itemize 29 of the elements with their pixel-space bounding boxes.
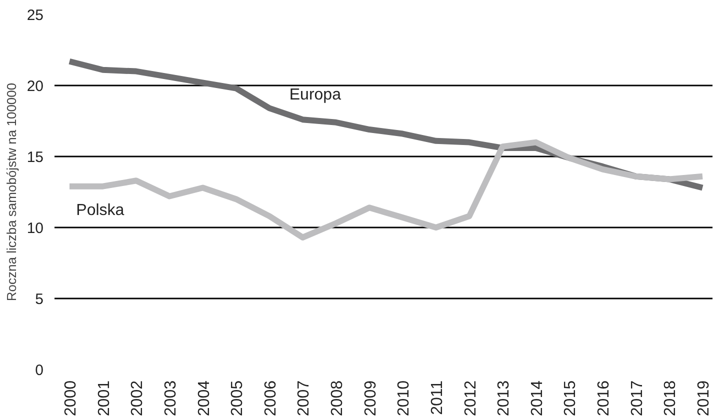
x-tick-label: 2003 (162, 380, 180, 416)
series-label: Europa (289, 86, 342, 104)
x-tick-label: 2000 (62, 380, 80, 416)
y-tick-label: 20 (26, 78, 44, 95)
x-tick-label: 2012 (462, 380, 480, 416)
x-tick-label: 2015 (562, 380, 580, 416)
x-tick-label: 2013 (496, 380, 513, 416)
x-tick-label: 2002 (129, 380, 146, 416)
y-axis-title: Roczna liczba samobójstw na 100000 (4, 82, 19, 302)
x-tick-label: 2001 (96, 380, 113, 416)
x-tick-label: 2006 (262, 380, 280, 416)
x-tick-label: 2004 (196, 380, 213, 416)
y-tick-label: 10 (26, 220, 44, 237)
x-tick-label: 2014 (528, 380, 546, 416)
y-tick-label: 0 (35, 362, 44, 379)
y-tick-label: 15 (26, 149, 44, 166)
x-tick-label: 2008 (329, 380, 346, 416)
x-tick-label: 2019 (696, 380, 713, 416)
x-tick-label: 2005 (229, 380, 246, 416)
x-tick-label: 2016 (596, 380, 613, 416)
y-tick-label: 5 (35, 291, 44, 308)
x-tick-label: 2007 (296, 380, 313, 416)
y-tick-label: 25 (26, 7, 44, 24)
x-tick-label: 2011 (428, 380, 446, 415)
series-label: Polska (76, 202, 124, 219)
x-tick-label: 2017 (628, 380, 646, 416)
x-tick-label: 2018 (662, 380, 680, 416)
x-tick-label: 2010 (396, 380, 413, 416)
x-tick-label: 2009 (362, 380, 380, 416)
